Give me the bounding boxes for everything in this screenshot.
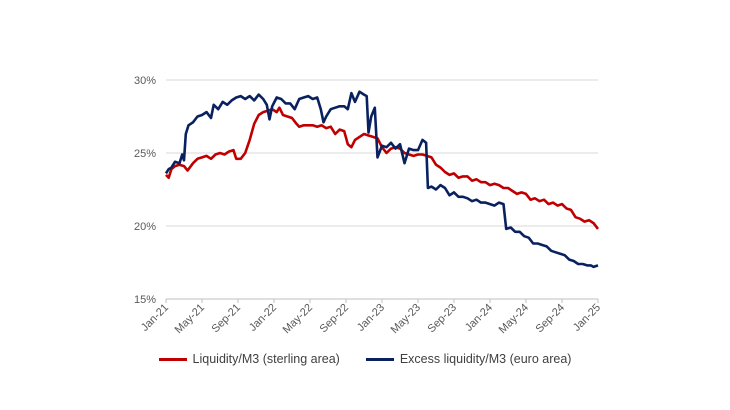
x-tick-label: Jan-23	[355, 302, 387, 334]
x-tick-label: Sep-21	[210, 302, 244, 336]
legend-swatch-euro	[365, 357, 394, 361]
y-tick-label: 30%	[134, 75, 156, 87]
x-tick-label: Jan-24	[463, 302, 495, 334]
x-axis: Jan-21 May-21 Sep-21 Jan-22 May-22 Sep-22 Jan-…	[139, 299, 603, 336]
legend-label-euro: Excess liquidity/M3 (euro area)	[399, 352, 572, 366]
y-tick-label: 20%	[134, 221, 156, 233]
x-tick-label: May-23	[389, 302, 423, 336]
x-tick-label: Jan-22	[247, 302, 279, 334]
legend-item-sterling: Liquidity/M3 (sterling area)	[158, 352, 340, 366]
x-tick-label: Sep-24	[534, 302, 568, 336]
series-lines	[164, 90, 600, 269]
x-tick-label: May-24	[497, 302, 531, 336]
legend-item-euro: Excess liquidity/M3 (euro area)	[365, 352, 572, 366]
legend: Liquidity/M3 (sterling area) Excess liqu…	[0, 352, 730, 366]
series-line-sterling	[165, 106, 600, 230]
gridlines	[166, 79, 598, 300]
legend-label-sterling: Liquidity/M3 (sterling area)	[192, 352, 340, 366]
y-tick-label: 15%	[134, 294, 156, 306]
x-tick-label: Jan-25	[571, 302, 603, 334]
x-tick-label: Sep-23	[426, 302, 460, 336]
x-tick-label: May-22	[281, 302, 315, 336]
legend-swatch-sterling	[158, 357, 187, 361]
series-line-euro	[164, 90, 599, 269]
y-tick-label: 25%	[134, 148, 156, 160]
y-axis-ticks: 15% 20% 25% 30%	[134, 75, 156, 306]
x-tick-label: May-21	[173, 302, 207, 336]
x-tick-label: Jan-21	[139, 302, 171, 334]
x-tick-label: Sep-22	[318, 302, 352, 336]
